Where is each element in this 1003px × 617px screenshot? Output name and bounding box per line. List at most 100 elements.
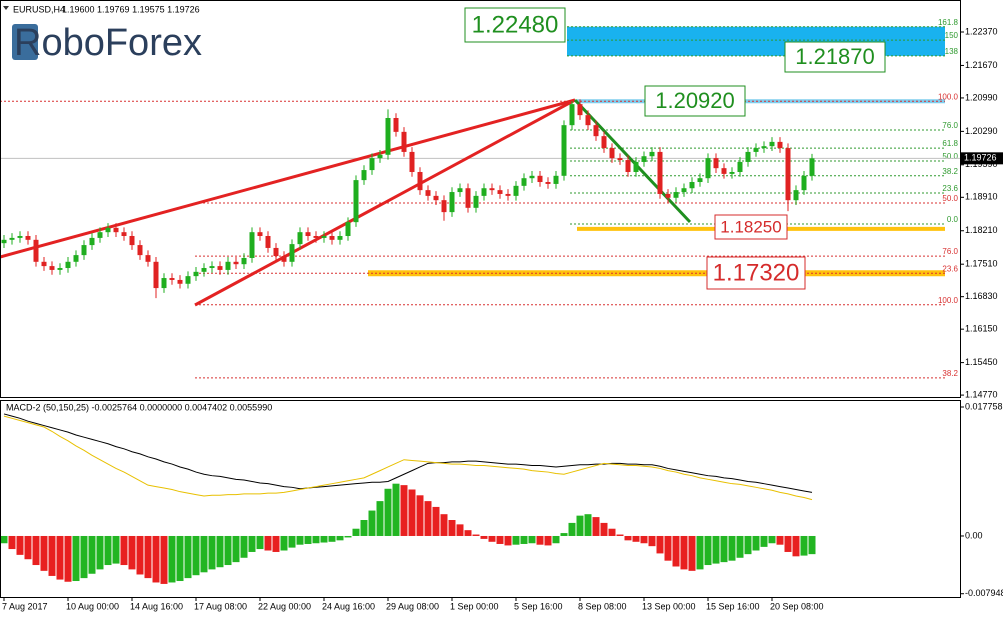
trend-line [0,98,576,259]
candle-body [697,178,703,183]
macd-bar [472,534,480,536]
fib-level-label: 50.0 [942,194,958,203]
macd-bar [536,535,544,545]
candle-body [281,256,287,262]
macd-bar [56,535,64,580]
candle-body [793,190,799,201]
candle-body [809,158,815,176]
macd-bar [720,535,728,563]
macd-bar [560,533,568,536]
candle-body [329,236,335,240]
macd-bar [304,535,312,544]
candle-body [521,178,527,186]
fib-level-label: 23.6 [942,264,958,273]
candle-body [337,236,343,240]
macd-bar [288,535,296,548]
macd-bar [664,535,672,561]
y-tick-label: 1.22370 [965,26,998,36]
x-tick-label: 1 Sep 00:00 [450,601,499,611]
macd-bar [144,535,152,579]
candle-body [457,188,463,193]
macd-bar [592,517,600,536]
y-tick-label: 1.17510 [965,259,998,269]
macd-bar [24,535,32,560]
fib-level-label: 138 [945,47,959,56]
macd-bar [488,535,496,542]
candle-body [761,146,767,149]
macd-bar [328,535,336,542]
candle-body [673,192,679,198]
y-tick-label: 1.15450 [965,357,998,367]
x-tick-label: 8 Sep 08:00 [578,601,627,611]
candle-body [529,175,535,179]
candle-body [657,151,663,194]
macd-bar [232,535,240,563]
candle-body [313,236,319,238]
candle-body [25,236,31,240]
candle-body [433,195,439,201]
macd-bar [656,535,664,554]
macd-bar [216,535,224,568]
x-tick-label: 13 Sep 00:00 [642,601,696,611]
macd-bar [224,535,232,566]
candle-body [105,227,111,233]
candle-body [465,188,471,208]
macd-bar [696,535,704,570]
x-tick-label: 14 Aug 16:00 [130,601,183,611]
candle-body [473,195,479,208]
macd-bar [128,535,136,570]
candle-body [393,118,399,132]
candle-body [353,180,359,223]
macd-bar [408,489,416,536]
header: EURUSD,H4 1.19600 1.19769 1.19575 1.1972… [3,4,272,412]
candle-body [1,239,7,244]
candle-body [785,148,791,201]
macd-bar [88,535,96,574]
candle-body [41,261,47,267]
macd-bar [104,535,112,566]
macd-panel-frame [0,400,961,598]
y-tick-label: 1.20290 [965,126,998,136]
candle-body [425,190,431,196]
candle-body [569,104,575,126]
macd-bar [200,535,208,573]
macd-bar [496,535,504,544]
candle-body [265,236,271,248]
fib-level-label: 100.0 [938,296,959,305]
candle-body [593,125,599,137]
candle-body [97,232,103,238]
macd-bar [752,535,760,551]
x-tick-label: 22 Aug 00:00 [258,601,311,611]
candle-body [57,268,63,270]
annotation-label: 1.21870 [795,44,875,69]
candle-body [537,175,543,183]
macd-bar [576,515,584,536]
macd-bar [632,535,640,542]
macd-bar [648,535,656,547]
macd-bar [600,522,608,536]
header-icon [3,6,9,10]
candle-body [641,156,647,162]
candle-body [273,247,279,257]
macd-bar [376,501,384,536]
candle-body [249,232,255,258]
candle-body [193,271,199,277]
fib-level-label: 161.8 [938,18,959,27]
candle-body [161,278,167,289]
fib-level-label: 100.0 [938,92,959,101]
macd-bar [792,535,800,557]
last-price-box [961,152,1003,165]
quote: 1.19600 1.19769 1.19575 1.19726 [62,4,200,14]
macd-bar [424,501,432,536]
macd-bar [296,535,304,545]
x-tick-label: 20 Sep 08:00 [770,601,824,611]
macd-bar [400,485,408,536]
fib-level-label: 76.0 [942,121,958,130]
symbol: EURUSD,H4 [13,4,65,14]
y-tick-label: 1.16830 [965,291,998,301]
macd-bar [384,488,392,536]
candle-body [721,168,727,174]
candle-body [153,261,159,289]
candle-body [65,261,71,269]
macd-bar [272,535,280,552]
